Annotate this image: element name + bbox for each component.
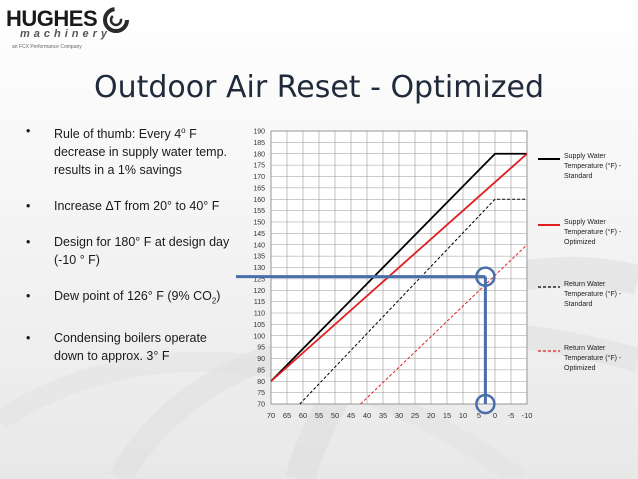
- x-tick-label: 10: [459, 411, 467, 420]
- x-tick-label: 30: [395, 411, 403, 420]
- x-tick-label: 0: [493, 411, 497, 420]
- y-tick-label: 105: [253, 322, 265, 329]
- slide-title: Outdoor Air Reset - Optimized: [94, 70, 544, 105]
- x-tick-label: 25: [411, 411, 419, 420]
- y-tick-label: 80: [257, 379, 265, 386]
- bullet-item: • Condensing boilers operate down to app…: [20, 329, 240, 365]
- bullet-text: Condensing boilers operate down to appro…: [54, 330, 207, 363]
- bullet-dot: •: [26, 199, 31, 214]
- x-tick-label: 70: [267, 411, 275, 420]
- company-logo: HUGHES machinery an FCX Performance Comp…: [6, 6, 146, 54]
- y-tick-label: 75: [257, 390, 265, 397]
- series-line-3: [360, 244, 528, 405]
- y-tick-label: 150: [253, 220, 265, 227]
- logo-subtitle: machinery: [20, 28, 112, 40]
- y-tick-label: 165: [253, 185, 265, 192]
- y-tick-label: 130: [253, 265, 265, 272]
- y-tick-label: 145: [253, 231, 265, 238]
- bullet-text: Design for 180° F at design day (-10 ° F…: [54, 235, 230, 268]
- x-tick-label: 5: [477, 411, 481, 420]
- x-tick-label: 50: [331, 411, 339, 420]
- highlight-circle: [475, 266, 496, 287]
- y-tick-label: 115: [254, 299, 265, 306]
- legend-item: Return Water Temperature (°F) - Optimize…: [538, 344, 638, 389]
- bullet-item: • Rule of thumb: Every 4o F decrease in …: [20, 122, 240, 179]
- legend-label: Return Water Temperature (°F) - Standard: [564, 281, 622, 308]
- y-tick-label: 170: [253, 174, 265, 181]
- x-tick-label: -5: [508, 411, 515, 420]
- y-tick-label: 135: [253, 254, 265, 261]
- bullet-subscript: 2: [211, 296, 217, 306]
- logo-tagline: an FCX Performance Company: [12, 44, 82, 50]
- x-tick-label: 20: [427, 411, 435, 420]
- bullet-list: • Rule of thumb: Every 4o F decrease in …: [20, 122, 240, 383]
- highlight-circle: [475, 393, 496, 415]
- y-tick-label: 175: [253, 163, 265, 170]
- legend-item: Supply Water Temperature (°F) - Optimize…: [538, 218, 638, 263]
- legend-swatch: [538, 350, 560, 352]
- series-line-0: [270, 152, 527, 382]
- legend-swatch: [538, 224, 560, 226]
- y-tick-label: 95: [257, 345, 265, 352]
- x-tick-label: 65: [283, 411, 291, 420]
- bullet-dot: •: [26, 124, 31, 138]
- x-tick-label: 15: [443, 411, 451, 420]
- bullet-text: Increase ΔT from 20° to 40° F: [54, 199, 220, 214]
- legend-swatch: [538, 286, 560, 288]
- bullet-item: • Dew point of 126° F (9% CO2): [20, 287, 240, 311]
- x-tick-label: 55: [315, 411, 323, 420]
- legend-item: Supply Water Temperature (°F) - Standard: [538, 152, 638, 197]
- legend-label: Return Water Temperature (°F) - Optimize…: [564, 345, 622, 372]
- legend-item: Return Water Temperature (°F) - Standard: [538, 280, 638, 325]
- y-tick-label: 180: [253, 151, 265, 158]
- legend-label: Supply Water Temperature (°F) - Standard: [564, 153, 622, 180]
- legend-swatch: [538, 158, 560, 160]
- bullet-item: • Design for 180° F at design day (-10 °…: [20, 233, 240, 269]
- bullet-dot: •: [26, 289, 31, 304]
- x-tick-label: -10: [522, 411, 533, 420]
- y-tick-label: 140: [253, 242, 265, 249]
- y-tick-label: 185: [253, 140, 265, 147]
- bullet-text-cont: F decrease in supply water temp. results…: [54, 127, 228, 178]
- legend-label: Supply Water Temperature (°F) - Optimize…: [564, 219, 622, 246]
- y-tick-label: 120: [253, 288, 265, 295]
- x-tick-label: 40: [363, 411, 371, 420]
- y-tick-label: 85: [257, 367, 265, 374]
- bullet-dot: •: [26, 235, 31, 250]
- y-tick-label: 90: [257, 356, 265, 363]
- series-line-1: [270, 153, 528, 382]
- series-line-2: [299, 198, 527, 405]
- bullet-text-cont: ): [216, 289, 221, 304]
- y-tick-label: 70: [257, 402, 265, 409]
- y-tick-label: 125: [253, 276, 265, 283]
- y-tick-label: 190: [253, 129, 265, 136]
- x-tick-label: 35: [379, 411, 387, 420]
- bullet-dot: •: [26, 330, 31, 345]
- bullet-item: • Increase ΔT from 20° to 40° F: [20, 197, 240, 215]
- x-tick-label: 45: [347, 411, 355, 420]
- logo-swirl-icon: [103, 7, 129, 33]
- x-tick-label: 60: [299, 411, 307, 420]
- bullet-superscript: o: [181, 126, 186, 135]
- bullet-text: Rule of thumb: Every 4: [54, 127, 182, 142]
- y-tick-label: 110: [254, 311, 265, 318]
- bullet-text: Dew point of 126° F (9% CO: [54, 289, 212, 304]
- logo-wordmark: HUGHES: [6, 6, 98, 31]
- y-tick-label: 160: [253, 197, 265, 204]
- y-tick-label: 155: [253, 208, 265, 215]
- y-tick-label: 100: [253, 333, 265, 340]
